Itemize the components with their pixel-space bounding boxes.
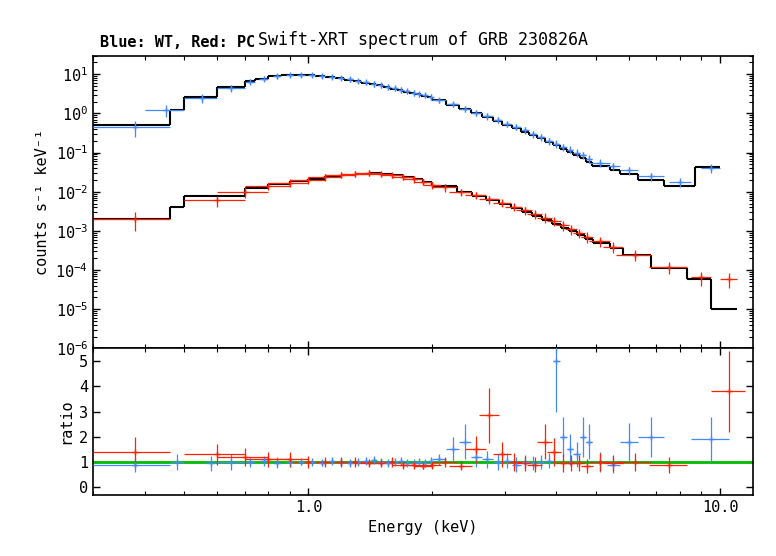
- Y-axis label: ratio: ratio: [58, 399, 74, 444]
- Y-axis label: counts s⁻¹ keV⁻¹: counts s⁻¹ keV⁻¹: [35, 129, 50, 275]
- X-axis label: Energy (keV): Energy (keV): [368, 520, 478, 535]
- Text: Blue: WT, Red: PC: Blue: WT, Red: PC: [99, 34, 255, 49]
- Text: Swift-XRT spectrum of GRB 230826A: Swift-XRT spectrum of GRB 230826A: [258, 31, 588, 48]
